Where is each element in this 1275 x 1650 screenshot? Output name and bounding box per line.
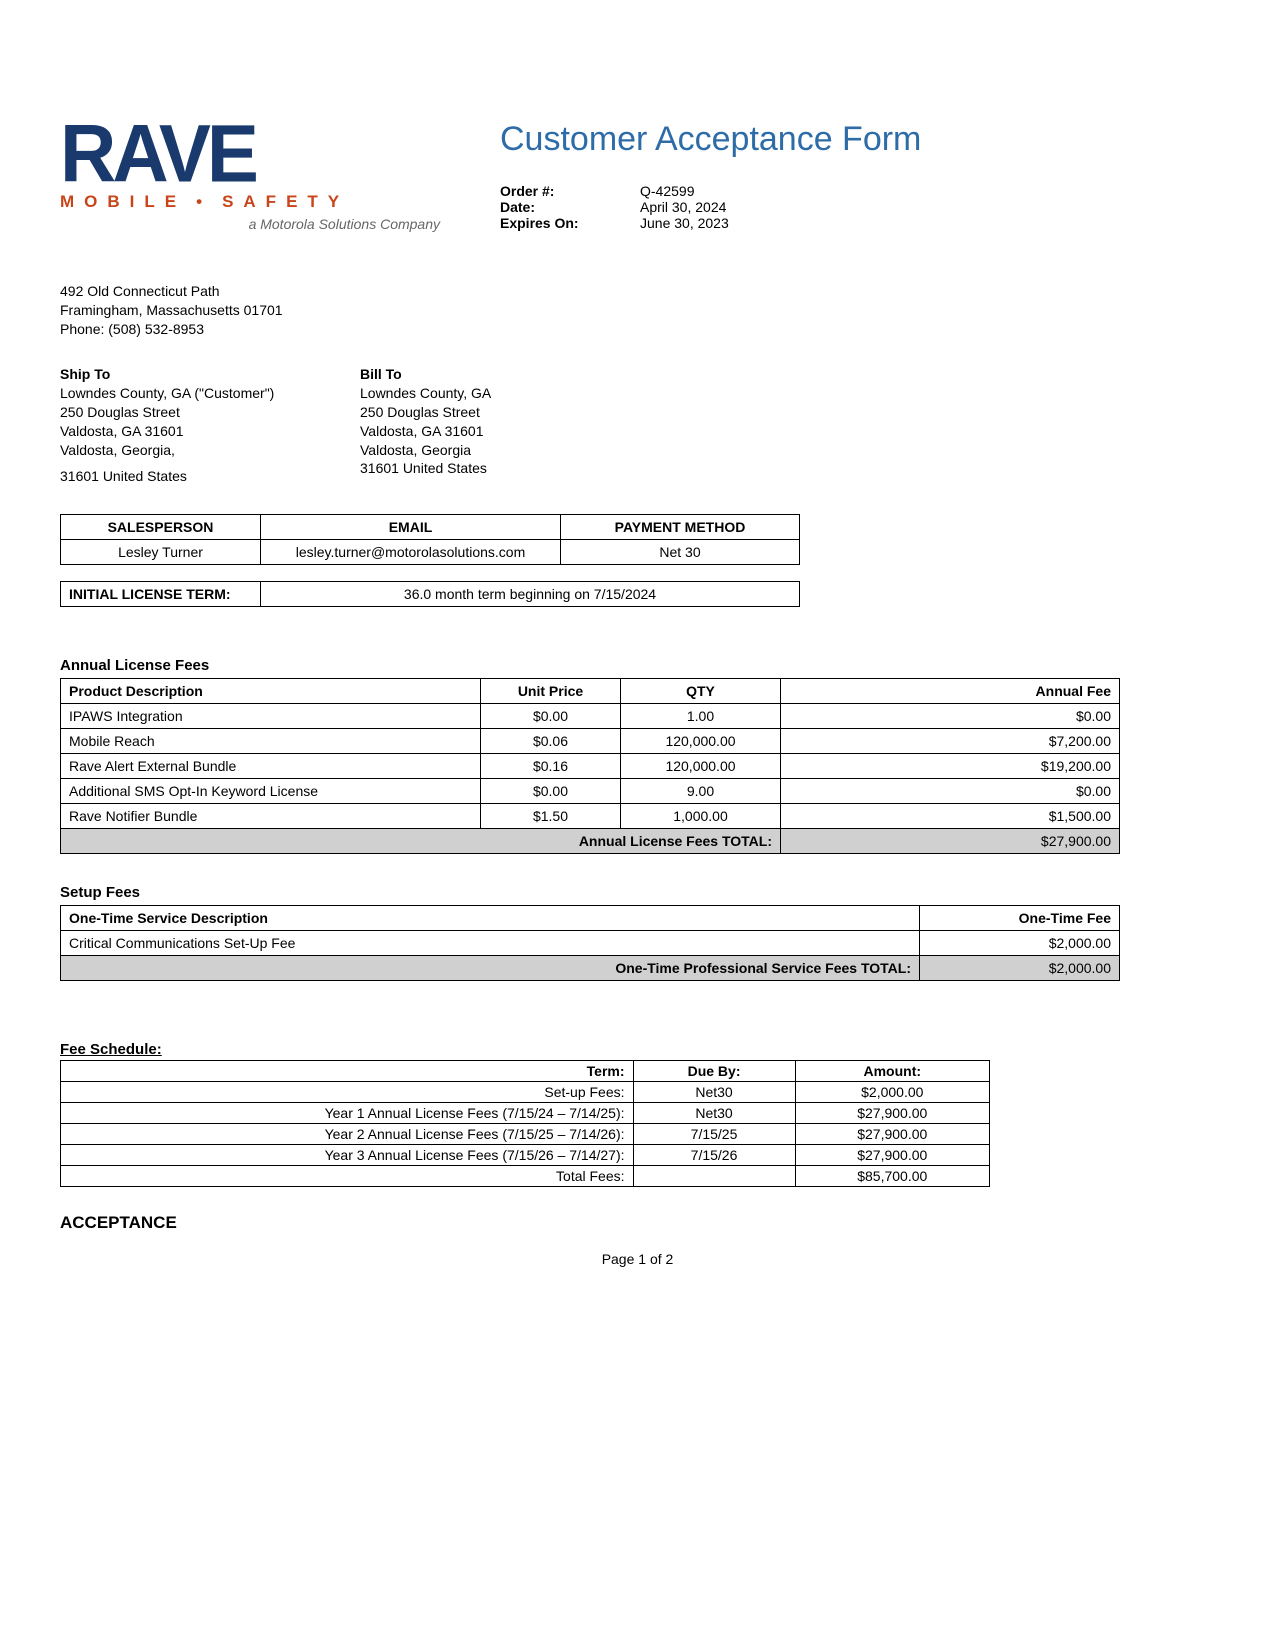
annual-fees-table: Product Description Unit Price QTY Annua… [60,678,1120,854]
sp-h1: SALESPERSON [61,515,261,540]
sched-amt: $27,900.00 [795,1124,989,1145]
annual-col-desc: Product Description [61,679,481,704]
annual-qty: 120,000.00 [621,729,781,754]
sched-term: Set-up Fees: [61,1082,634,1103]
bill-line: 250 Douglas Street [360,403,660,422]
annual-col-fee: Annual Fee [781,679,1120,704]
sched-amt: $85,700.00 [795,1166,989,1187]
annual-unit: $0.00 [481,704,621,729]
sp-h3: PAYMENT METHOD [561,515,800,540]
logo-main: RAVE [60,118,440,188]
annual-desc: Mobile Reach [61,729,481,754]
annual-total-value: $27,900.00 [781,829,1120,854]
bill-line: Lowndes County, GA [360,384,660,403]
fee-schedule-table: Term: Due By: Amount: Set-up Fees:Net30$… [60,1060,990,1187]
ship-to-heading: Ship To [60,365,360,384]
sched-due: Net30 [633,1082,795,1103]
annual-fee: $1,500.00 [781,804,1120,829]
annual-col-qty: QTY [621,679,781,704]
sched-due: Net30 [633,1103,795,1124]
annual-desc: IPAWS Integration [61,704,481,729]
annual-qty: 1.00 [621,704,781,729]
bill-to-heading: Bill To [360,365,660,384]
sched-h-amt: Amount: [795,1061,989,1082]
expires-label: Expires On: [500,215,640,231]
date-label: Date: [500,199,640,215]
annual-unit: $0.16 [481,754,621,779]
sched-amt: $2,000.00 [795,1082,989,1103]
setup-fees-table: One-Time Service Description One-Time Fe… [60,905,1120,981]
annual-unit: $0.00 [481,779,621,804]
annual-unit: $0.06 [481,729,621,754]
sched-amt: $27,900.00 [795,1145,989,1166]
license-term-label: INITIAL LICENSE TERM: [61,582,261,607]
sched-h-due: Due By: [633,1061,795,1082]
license-term-table: INITIAL LICENSE TERM: 36.0 month term be… [60,581,800,607]
sched-h-term: Term: [61,1061,634,1082]
bill-to-block: Bill To Lowndes County, GA 250 Douglas S… [360,365,660,486]
sched-term: Year 3 Annual License Fees (7/15/26 – 7/… [61,1145,634,1166]
company-line2: Framingham, Massachusetts 01701 [60,301,1215,320]
annual-qty: 120,000.00 [621,754,781,779]
setup-col-desc: One-Time Service Description [61,906,920,931]
bill-line: Valdosta, Georgia [360,441,660,460]
annual-col-unit: Unit Price [481,679,621,704]
company-line3: Phone: (508) 532-8953 [60,320,1215,339]
bill-line: 31601 United States [360,459,660,478]
ship-to-block: Ship To Lowndes County, GA ("Customer") … [60,365,360,486]
setup-col-fee: One-Time Fee [920,906,1120,931]
logo-tagline: a Motorola Solutions Company [60,216,440,232]
ship-line: 250 Douglas Street [60,403,360,422]
sched-due: 7/15/25 [633,1124,795,1145]
license-term-value: 36.0 month term beginning on 7/15/2024 [261,582,800,607]
bill-line: Valdosta, GA 31601 [360,422,660,441]
acceptance-heading: ACCEPTANCE [60,1213,1215,1233]
page-footer: Page 1 of 2 [60,1251,1215,1267]
annual-desc: Additional SMS Opt-In Keyword License [61,779,481,804]
annual-heading: Annual License Fees [60,657,1215,674]
sp-v1: Lesley Turner [61,540,261,565]
form-title: Customer Acceptance Form [500,120,1215,159]
sp-v3: Net 30 [561,540,800,565]
ship-line: Lowndes County, GA ("Customer") [60,384,360,403]
sched-term: Total Fees: [61,1166,634,1187]
order-value: Q-42599 [640,183,694,199]
schedule-heading: Fee Schedule: [60,1041,1215,1058]
annual-unit: $1.50 [481,804,621,829]
annual-fee: $0.00 [781,779,1120,804]
setup-total-label: One-Time Professional Service Fees TOTAL… [61,956,920,981]
date-value: April 30, 2024 [640,199,726,215]
salesperson-table: SALESPERSON EMAIL PAYMENT METHOD Lesley … [60,514,800,565]
company-line1: 492 Old Connecticut Path [60,282,1215,301]
ship-line: 31601 United States [60,467,360,486]
logo-block: RAVE MOBILE•SAFETY a Motorola Solutions … [60,120,440,232]
expires-value: June 30, 2023 [640,215,729,231]
setup-desc: Critical Communications Set-Up Fee [61,931,920,956]
order-label: Order #: [500,183,640,199]
annual-total-label: Annual License Fees TOTAL: [61,829,781,854]
sp-h2: EMAIL [261,515,561,540]
annual-desc: Rave Notifier Bundle [61,804,481,829]
ship-line: Valdosta, GA 31601 [60,422,360,441]
sched-due [633,1166,795,1187]
annual-qty: 9.00 [621,779,781,804]
annual-qty: 1,000.00 [621,804,781,829]
annual-desc: Rave Alert External Bundle [61,754,481,779]
sched-due: 7/15/26 [633,1145,795,1166]
annual-fee: $7,200.00 [781,729,1120,754]
setup-fee: $2,000.00 [920,931,1120,956]
setup-total-value: $2,000.00 [920,956,1120,981]
setup-heading: Setup Fees [60,884,1215,901]
sched-term: Year 1 Annual License Fees (7/15/24 – 7/… [61,1103,634,1124]
ship-line: Valdosta, Georgia, [60,441,360,460]
annual-fee: $0.00 [781,704,1120,729]
sp-v2: lesley.turner@motorolasolutions.com [261,540,561,565]
sched-amt: $27,900.00 [795,1103,989,1124]
sched-term: Year 2 Annual License Fees (7/15/25 – 7/… [61,1124,634,1145]
annual-fee: $19,200.00 [781,754,1120,779]
company-address: 492 Old Connecticut Path Framingham, Mas… [60,282,1215,339]
